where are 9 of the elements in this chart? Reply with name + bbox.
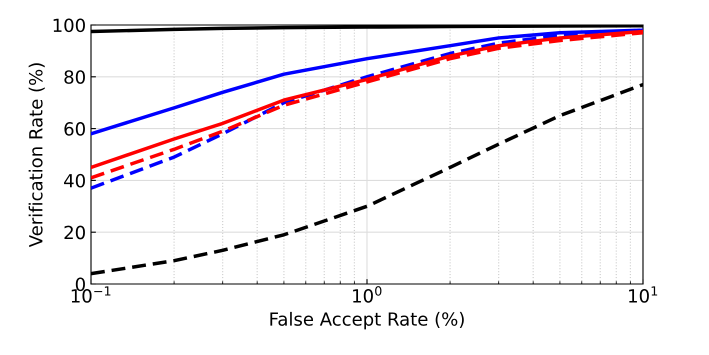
x-axis-title: False Accept Rate (%) — [270, 312, 464, 330]
y-tick-label: 80 — [64, 70, 85, 84]
y-tick-label: 60 — [64, 122, 85, 136]
y-tick-label: 40 — [64, 174, 85, 188]
x-tick-label: 10$^{1}$ — [629, 286, 658, 303]
y-tick-label: 20 — [64, 226, 85, 240]
y-axis-title: Verification Rate (%) — [28, 63, 45, 248]
y-tick-label: 100 — [54, 18, 85, 32]
x-tick-label: 10$^{0}$ — [353, 286, 382, 303]
